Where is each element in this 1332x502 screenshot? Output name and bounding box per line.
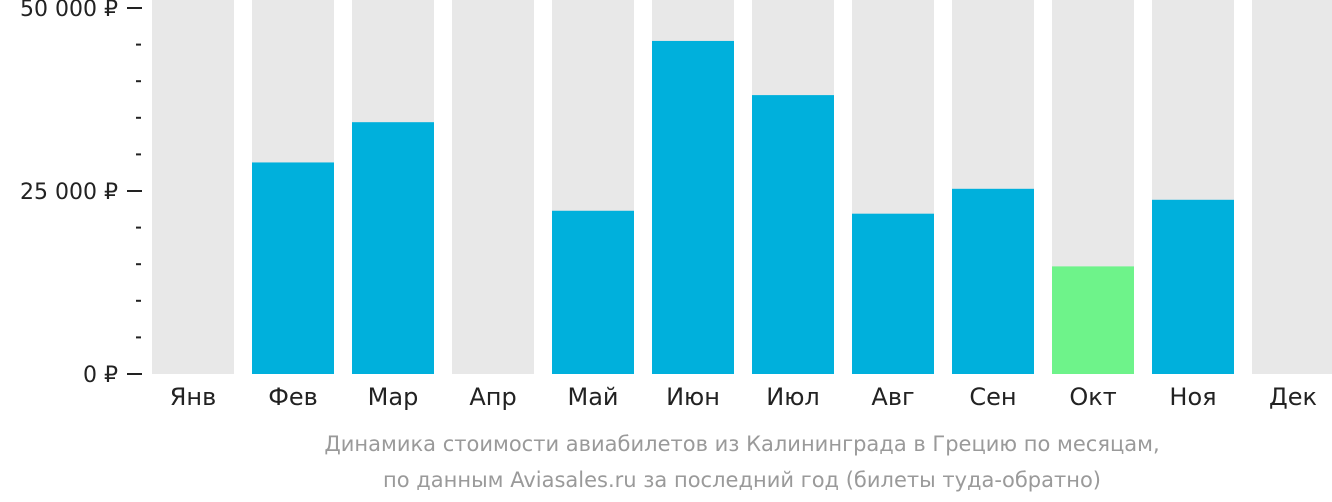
x-tick-label-3: Апр (469, 383, 516, 411)
x-tick-label-6: Июл (766, 383, 820, 411)
x-tick-label-11: Дек (1269, 383, 1317, 411)
bar-background-3 (452, 0, 534, 374)
x-tick-label-5: Июн (666, 383, 720, 411)
x-tick-label-4: Май (567, 383, 618, 411)
x-tick-label-2: Мар (368, 383, 419, 411)
chart-caption-line-1: Динамика стоимости авиабилетов из Калини… (324, 432, 1160, 456)
x-tick-label-8: Сен (969, 383, 1016, 411)
x-axis-labels: Янв Фев Мар Апр Май Июн Июл Авг Сен Окт Ноя Дек (170, 383, 1317, 411)
bar-background-11 (1252, 0, 1332, 374)
value-bars (252, 40, 1234, 374)
bar-background-0 (152, 0, 234, 374)
x-tick-label-7: Авг (871, 383, 914, 411)
bar-9[interactable] (1052, 266, 1134, 374)
y-tick-label-2: 50 000 ₽ (20, 0, 118, 22)
bar-10[interactable] (1152, 199, 1234, 374)
y-axis: 0 ₽ 25 000 ₽ 50 000 ₽ (20, 0, 142, 388)
y-tick-label-1: 25 000 ₽ (20, 180, 118, 205)
y-tick-label-0: 0 ₽ (83, 363, 118, 388)
bar-4[interactable] (552, 210, 634, 374)
bar-7[interactable] (852, 213, 934, 374)
bar-5[interactable] (652, 40, 734, 374)
bar-6[interactable] (752, 95, 834, 374)
x-tick-label-9: Окт (1069, 383, 1116, 411)
bar-2[interactable] (352, 122, 434, 374)
bar-1[interactable] (252, 162, 334, 374)
x-tick-label-10: Ноя (1169, 383, 1216, 411)
bar-8[interactable] (952, 188, 1034, 374)
x-tick-label-1: Фев (268, 383, 318, 411)
chart-caption-line-2: по данным Aviasales.ru за последний год … (383, 468, 1101, 492)
x-tick-label-0: Янв (170, 383, 217, 411)
